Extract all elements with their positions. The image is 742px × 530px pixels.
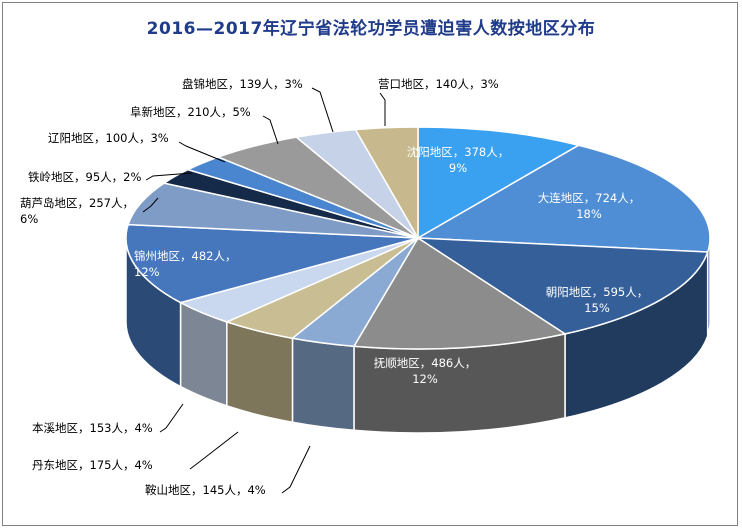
leader-line-6 [159, 403, 184, 433]
leader-line-9 [145, 172, 193, 181]
slice-label-6: 本溪地区，153人，4% [32, 421, 153, 435]
leader-line-4 [281, 445, 311, 494]
leader-line-11 [262, 115, 279, 145]
slice-label-8: 葫芦岛地区，257人， 6% [20, 196, 134, 226]
pie-tops [125, 126, 711, 350]
slice-label-5: 丹东地区，175人，4% [32, 458, 153, 472]
leader-line-10 [178, 141, 226, 163]
pie-slice-3 [352, 236, 567, 350]
slice-label-10: 辽阳地区，100人，3% [48, 131, 169, 145]
pie-side-4 [291, 337, 355, 432]
leader-line-8 [142, 197, 159, 213]
pie-slice-0 [417, 126, 581, 240]
slice-labels: 沈阳地区，378人， 9% 大连地区，724人， 18% 朝阳地区，595人， 15% 抚顺… [20, 77, 648, 497]
slice-label-2: 朝阳地区，595人， 15% [546, 285, 648, 315]
pie-slice-7 [125, 223, 419, 304]
pie-sides [125, 237, 711, 434]
slice-label-9: 铁岭地区，95人，2% [28, 170, 141, 184]
slice-label-1: 大连地区，724人， 18% [538, 191, 640, 221]
pie-slice-1 [415, 144, 711, 253]
leader-line-12 [311, 87, 334, 133]
pie-slice-13 [354, 126, 419, 241]
slice-label-3: 抚顺地区，486人， 12% [374, 356, 476, 386]
leader-lines [142, 87, 386, 494]
pie-slice-2 [415, 237, 709, 335]
slice-label-4: 鞍山地区，145人，4% [145, 483, 266, 497]
chart-title: 2016—2017年辽宁省法轮功学员遭迫害人数按地区分布 [146, 19, 596, 39]
slice-label-12: 盘锦地区，139人，3% [182, 77, 303, 91]
leader-line-5 [189, 431, 239, 470]
slice-label-13: 营口地区，140人，3% [378, 77, 499, 91]
slice-label-0: 沈阳地区，378人， 9% [407, 145, 509, 175]
slice-label-7: 锦州地区，482人， 12% [134, 249, 236, 279]
pie-slice-8 [127, 182, 419, 239]
slice-label-11: 阜新地区，210人，5% [130, 105, 251, 119]
leader-line-13 [379, 92, 386, 126]
